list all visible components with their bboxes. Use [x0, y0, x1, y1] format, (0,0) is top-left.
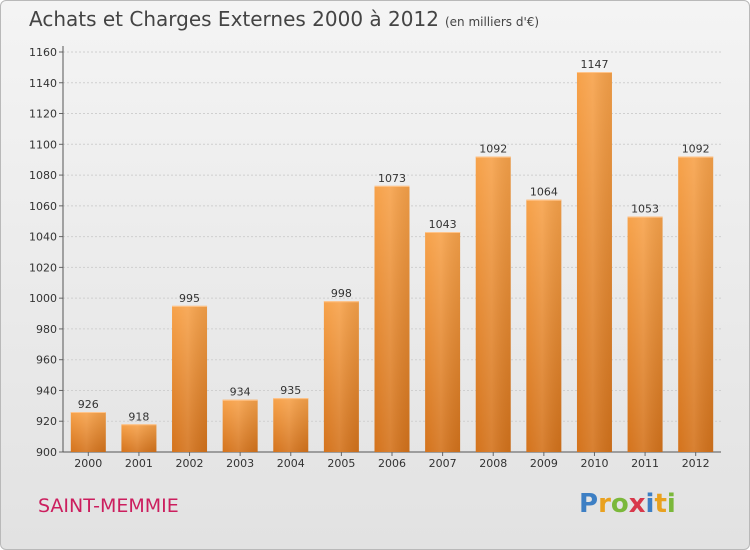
title-unit: (en milliers d'€): [444, 15, 540, 29]
x-tick-label: 2001: [125, 457, 153, 470]
y-tick-label: 900: [36, 446, 57, 459]
bar-shade: [526, 199, 562, 452]
x-tick-label: 2005: [327, 457, 355, 470]
bar-shade: [172, 305, 208, 452]
bar-value-label: 1053: [631, 203, 659, 216]
x-tick-label: 2002: [176, 457, 204, 470]
bar-shade: [678, 156, 714, 452]
bar-value-label: 934: [230, 386, 251, 399]
brand-letter: t: [654, 489, 667, 519]
x-tick-label: 2000: [74, 457, 102, 470]
y-tick-label: 940: [36, 384, 57, 397]
chart-title: Achats et Charges Externes 2000 à 2012 (e…: [29, 7, 539, 31]
brand-letter: i: [645, 489, 655, 519]
y-tick-label: 1140: [29, 77, 57, 90]
y-tick-label: 1120: [29, 108, 57, 121]
bar-shade: [475, 156, 511, 452]
y-tick-label: 1020: [29, 261, 57, 274]
x-tick-label: 2007: [429, 457, 457, 470]
bar-shade: [627, 216, 663, 452]
bar-value-label: 1073: [378, 172, 406, 185]
bar-value-label: 1147: [580, 58, 608, 71]
bar-value-label: 1043: [429, 218, 457, 231]
bar-value-label: 998: [331, 287, 352, 300]
brand-letter: i: [666, 489, 676, 519]
bar-value-label: 1092: [682, 143, 710, 156]
brand-letter: r: [598, 489, 611, 519]
x-tick-label: 2008: [479, 457, 507, 470]
bar-shade: [70, 412, 106, 452]
bar-value-label: 1064: [530, 186, 558, 199]
y-tick-label: 1060: [29, 200, 57, 213]
x-tick-label: 2003: [226, 457, 254, 470]
bar-shade: [121, 424, 157, 452]
y-tick-label: 1100: [29, 138, 57, 151]
brand-letter: o: [610, 489, 629, 519]
x-tick-label: 2006: [378, 457, 406, 470]
bar-value-label: 995: [179, 292, 200, 305]
y-tick-label: 1080: [29, 169, 57, 182]
x-tick-label: 2010: [580, 457, 608, 470]
y-tick-label: 980: [36, 323, 57, 336]
bar-value-label: 935: [280, 384, 301, 397]
brand-letter: P: [579, 489, 599, 519]
bars: [70, 72, 714, 452]
bar-shade: [374, 185, 410, 452]
x-tick-label: 2004: [277, 457, 305, 470]
bar-shade: [222, 399, 258, 452]
y-tick-label: 1000: [29, 292, 57, 305]
bar-shade: [425, 232, 461, 452]
x-tick-label: 2011: [631, 457, 659, 470]
title-text: Achats et Charges Externes 2000 à 2012: [29, 7, 439, 31]
proxiti-logo: Proxiti: [579, 489, 676, 519]
bar-value-label: 1092: [479, 143, 507, 156]
y-tick-label: 1160: [29, 46, 57, 59]
brand-letter: x: [628, 489, 646, 519]
bar-value-label: 918: [128, 410, 149, 423]
bar-shade: [273, 398, 309, 452]
y-tick-label: 960: [36, 354, 57, 367]
x-tick-label: 2012: [682, 457, 710, 470]
x-tick-label: 2009: [530, 457, 558, 470]
y-tick-label: 920: [36, 415, 57, 428]
bar-shade: [576, 72, 612, 452]
bar-shade: [323, 301, 359, 452]
commune-name: SAINT-MEMMIE: [38, 495, 179, 517]
labels: 926 2000 918 2001 995 2002 934 2003 935 2004 998 20…: [74, 58, 709, 470]
y-tick-label: 1040: [29, 231, 57, 244]
bar-value-label: 926: [78, 398, 99, 411]
